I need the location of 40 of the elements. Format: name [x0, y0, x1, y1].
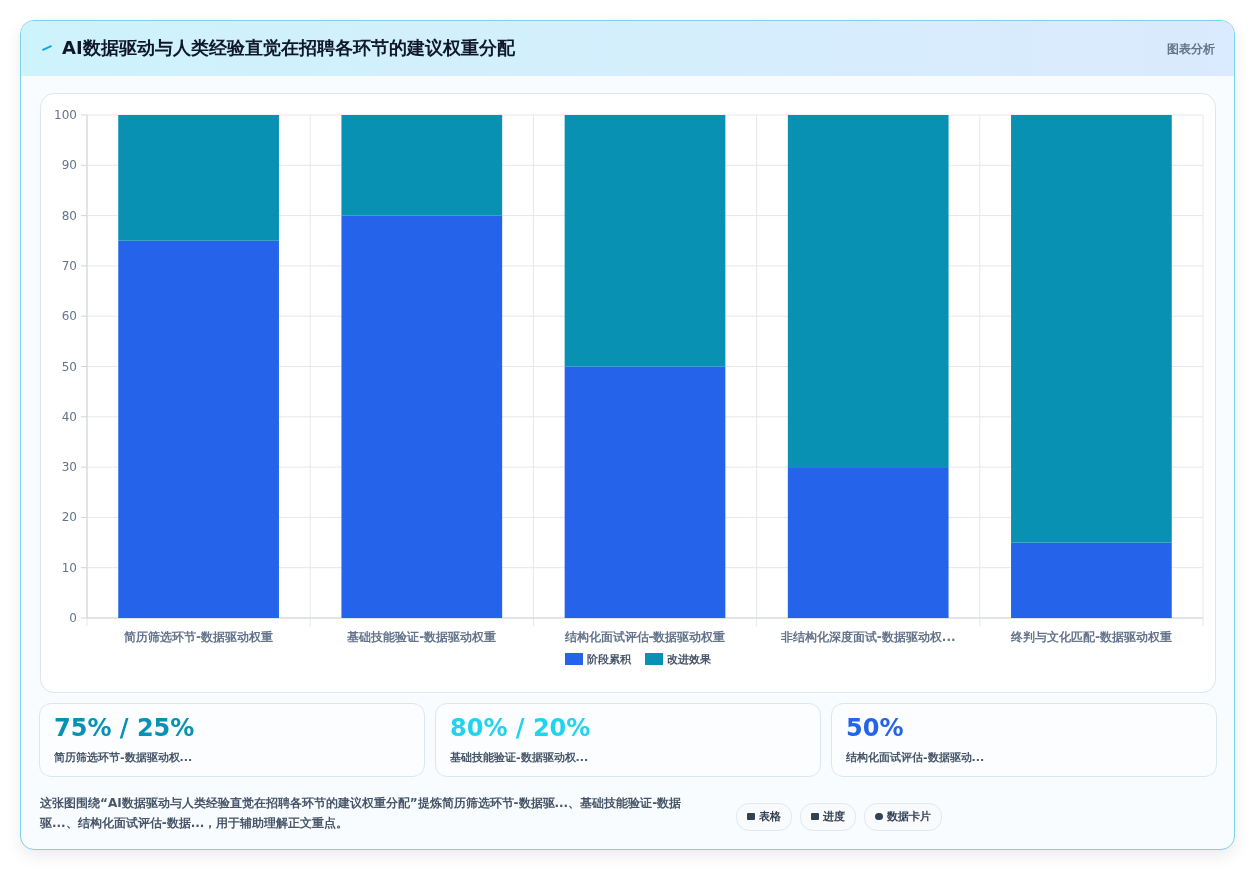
text: 结构化面试评估-数据驱动... [846, 750, 985, 765]
chart-title: AI数据驱动与人类经验直觉在招聘各环节的建议权重分配 [62, 36, 515, 60]
x-tick-label: 简历筛选环节-数据驱动权重 [123, 630, 274, 644]
bar [341, 115, 503, 216]
text: 50% [846, 714, 904, 742]
text: 简历筛选环节-数据驱动权... [54, 750, 193, 765]
text: 图表分析 [1167, 41, 1215, 58]
text: 基础技能验证-数据驱动权... [450, 750, 589, 765]
bar [118, 240, 279, 618]
bar [1011, 115, 1172, 543]
x-tick-label: 非结构化深度面试-数据驱动权... [779, 630, 956, 644]
bar [341, 215, 503, 618]
x-tick-label: 终判与文化匹配-数据驱动权重 [1009, 630, 1172, 644]
y-tick-label: 10 [61, 560, 77, 575]
y-tick-label: 30 [61, 460, 77, 475]
bar [564, 115, 726, 367]
y-tick-label: 20 [61, 510, 77, 525]
bar [787, 467, 949, 618]
y-tick-label: 50 [61, 359, 77, 374]
text: 数据卡片 [887, 810, 931, 823]
y-tick-label: 80 [61, 208, 77, 223]
x-tick-label: 基础技能验证-数据驱动权重 [346, 630, 497, 644]
bar [118, 115, 279, 241]
y-tick-label: 70 [61, 258, 77, 273]
text: 表格 [759, 810, 781, 823]
bar [787, 115, 949, 468]
bar [564, 366, 726, 618]
y-tick-label: 100 [54, 108, 77, 122]
y-tick-label: 90 [61, 158, 77, 173]
text: 这张图围绕“AI数据驱动与人类经验直觉在招聘各环节的建议权重分配”提炼简历筛选环节-数据驱...、基础技能验证-数据驱...、结构化面试评估-数据...，用于辅助理解正文重点。 [40, 795, 683, 832]
y-tick-label: 60 [61, 309, 77, 324]
text: 75% / 25% [54, 714, 195, 742]
legend-label: 改进效果 [667, 653, 712, 666]
x-tick-label: 结构化面试评估-数据驱动权重 [563, 630, 726, 644]
bar [1011, 542, 1172, 618]
y-tick-label: 0 [69, 611, 77, 625]
legend-label: 阶段累积 [587, 653, 632, 666]
y-tick-label: 40 [61, 409, 77, 424]
text: 进度 [823, 810, 845, 823]
text: 80% / 20% [450, 714, 591, 742]
